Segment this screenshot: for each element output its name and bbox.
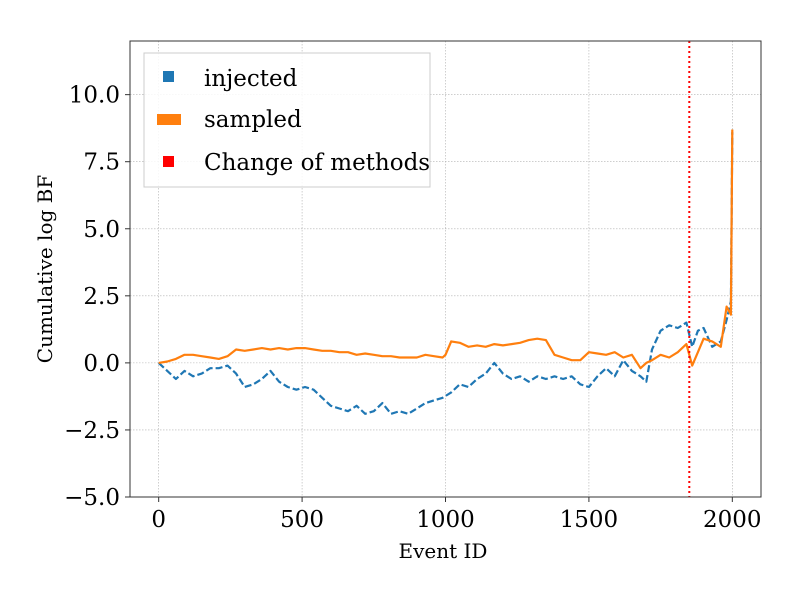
x-tick-label: 0 <box>151 507 166 533</box>
y-axis-label: Cumulative log BF <box>33 175 57 364</box>
x-axis: 0 500 1000 1500 2000 <box>151 497 762 533</box>
x-axis-label: Event ID <box>399 539 488 563</box>
y-tick-label: −2.5 <box>64 418 120 444</box>
legend-marker-injected <box>163 71 174 82</box>
legend-label-sampled: sampled <box>204 107 302 133</box>
legend: injected sampled Change of methods <box>143 52 431 188</box>
legend-label-change-of-methods: Change of methods <box>204 150 430 176</box>
y-tick-label: 7.5 <box>83 150 120 176</box>
legend-label-injected: injected <box>204 66 298 92</box>
y-tick-label: −5.0 <box>64 485 120 511</box>
series-layer <box>157 129 734 415</box>
y-tick-label: 5.0 <box>83 217 120 243</box>
x-tick-label: 500 <box>280 507 324 533</box>
y-tick-label: 0.0 <box>83 351 120 377</box>
y-tick-label: 2.5 <box>83 284 120 310</box>
legend-marker-sampled <box>157 114 181 125</box>
series-line-sampled <box>158 129 734 370</box>
legend-marker-change-of-methods <box>163 156 174 167</box>
y-axis: −5.0 −2.5 0.0 2.5 5.0 7.5 10.0 <box>64 83 130 511</box>
x-tick-label: 1000 <box>416 507 475 533</box>
y-tick-label: 10.0 <box>69 83 120 109</box>
legend-box <box>143 52 431 188</box>
series-line-injected <box>157 132 734 415</box>
x-tick-label: 1500 <box>560 507 619 533</box>
x-tick-label: 2000 <box>703 507 762 533</box>
